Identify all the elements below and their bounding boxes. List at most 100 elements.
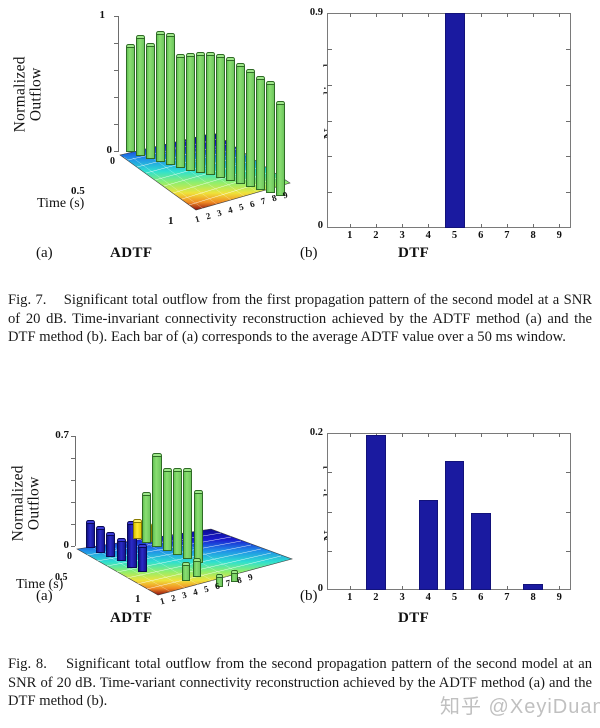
bar3d	[226, 57, 235, 181]
bar3d	[182, 562, 190, 581]
fig7a-time-tick-05: 0.5	[71, 185, 85, 197]
bar3d	[152, 453, 162, 547]
fig7a-ytick	[114, 16, 118, 17]
fig7a-xlabel: Time (s)	[37, 196, 85, 211]
fig8b-bar-channel-2	[366, 435, 386, 590]
bar3d	[106, 532, 115, 557]
fig7a-ytick	[114, 97, 118, 98]
fig7a-ytick	[114, 70, 118, 71]
fig7b-xtick-8: 8	[530, 230, 536, 241]
bar3d	[133, 519, 142, 539]
fig7b-ytick-bottom-label: 0	[317, 220, 323, 231]
bar3d	[166, 33, 175, 165]
bar3d	[193, 558, 201, 577]
fig8a-time-tick-05: 0.5	[55, 572, 68, 583]
bar3d	[186, 53, 195, 171]
fig7a-time-tick-0: 0	[110, 156, 115, 167]
bar3d	[176, 54, 185, 168]
fig7b-ytick-top-label: 0.9	[309, 7, 323, 18]
fig8b-xtick-2: 2	[373, 592, 379, 603]
fig7b-xtick-5: 5	[451, 230, 458, 241]
fig8b-xtick-8: 8	[530, 592, 536, 603]
fig7a-time-tick-1: 1	[168, 215, 174, 227]
fig8b-xtick-6: 6	[478, 592, 484, 603]
fig8a-time-tick-1: 1	[135, 593, 141, 605]
fig7a-ytick-top-label: 1	[99, 9, 106, 21]
fig8-adtf-3d-plot: Normalized Outflow 0.7 0	[0, 425, 300, 615]
bar3d	[194, 490, 203, 563]
bar3d	[196, 52, 205, 173]
fig8b-xtick-1: 1	[347, 592, 353, 603]
bar3d	[206, 52, 215, 175]
fig8a-ytick-bottom-label: 0	[63, 539, 70, 551]
fig7a-ytick	[114, 151, 118, 152]
bar3d	[173, 468, 182, 555]
bar3d	[156, 31, 165, 162]
fig7a-title: ADTF	[110, 245, 153, 261]
fig8a-ytick	[71, 480, 75, 481]
bar3d	[138, 544, 147, 572]
fig8a-ytick-top-label: 0.7	[55, 429, 69, 441]
fig8b-xtick-7: 7	[504, 592, 510, 603]
fig8a-ytick	[71, 458, 75, 459]
fig7a-ytick	[114, 43, 118, 44]
fig8a-tag: (a)	[36, 588, 53, 604]
bar3d	[136, 35, 145, 156]
bar3d	[126, 44, 135, 152]
fig7b-xtick-4: 4	[425, 230, 431, 241]
fig7a-ytick-bottom-label: 0	[106, 144, 113, 156]
bar3d	[236, 63, 245, 184]
fig7b-tag: (b)	[300, 245, 318, 261]
fig7b-bar-channel-5	[444, 13, 465, 228]
fig8b-bar-channel-5	[444, 460, 465, 590]
fig7b-xtick-1: 1	[347, 230, 353, 241]
fig8a-title: ADTF	[110, 610, 153, 626]
fig7b-axes	[327, 13, 571, 228]
fig8-dtf-chart: Normalized Outflow 0.2 0	[300, 425, 600, 615]
fig8b-bar-channel-4	[418, 499, 439, 590]
fig7a-ytick	[114, 124, 118, 125]
bar3d	[163, 468, 172, 551]
fig8-caption: Fig. 8. Significant total outflow from t…	[8, 655, 592, 711]
fig8a-ytick	[71, 524, 75, 525]
fig7-adtf-3d-plot: Normalized Outflow 1 0	[0, 0, 300, 240]
fig8b-xtick-4: 4	[425, 592, 431, 603]
fig7b-xtick-3: 3	[399, 230, 405, 241]
bar3d	[276, 101, 285, 196]
fig8b-bar-channel-6	[471, 513, 491, 590]
fig8a-xlabel: Time (s)	[16, 577, 64, 592]
fig7-caption: Fig. 7. Significant total outflow from t…	[8, 291, 592, 347]
fig8b-ytick-top-label: 0.2	[309, 427, 323, 438]
fig8b-plot-area	[327, 433, 571, 590]
fig7-dtf-chart: Normalized Outflow 0.9 0	[300, 0, 600, 241]
fig7b-xtick-9: 9	[556, 230, 562, 241]
bar3d	[231, 570, 238, 582]
fig8a-ytick	[71, 502, 75, 503]
fig7b-title: DTF	[398, 245, 430, 261]
fig8a-time-tick-0: 0	[67, 551, 72, 562]
bar3d	[142, 492, 151, 543]
fig7b-xtick-6: 6	[478, 230, 484, 241]
bar3d	[256, 76, 265, 190]
bar3d	[246, 69, 255, 187]
fig8a-ytick	[71, 546, 75, 547]
bar3d	[216, 54, 225, 178]
fig7a-tag: (a)	[36, 245, 53, 261]
bar3d	[216, 574, 223, 587]
bar3d	[96, 526, 105, 553]
fig7b-xtick-7: 7	[504, 230, 510, 241]
bar3d	[183, 468, 192, 559]
fig8b-xtick-9: 9	[556, 592, 562, 603]
fig8a-ytick	[71, 436, 75, 437]
fig8b-tag: (b)	[300, 588, 318, 604]
fig7a-y-axis	[118, 16, 119, 152]
fig7-caption-lead: Fig. 7.	[8, 292, 47, 308]
fig8b-ytick-bottom-label: 0	[317, 583, 323, 594]
fig8b-bar-channel-8	[523, 583, 543, 590]
fig8a-y-axis	[75, 436, 76, 546]
fig8b-title: DTF	[398, 610, 430, 626]
bar3d	[86, 520, 95, 548]
bar3d	[266, 81, 275, 193]
bar3d	[146, 43, 155, 159]
fig7-caption-text: Significant total outflow from the first…	[8, 292, 592, 346]
